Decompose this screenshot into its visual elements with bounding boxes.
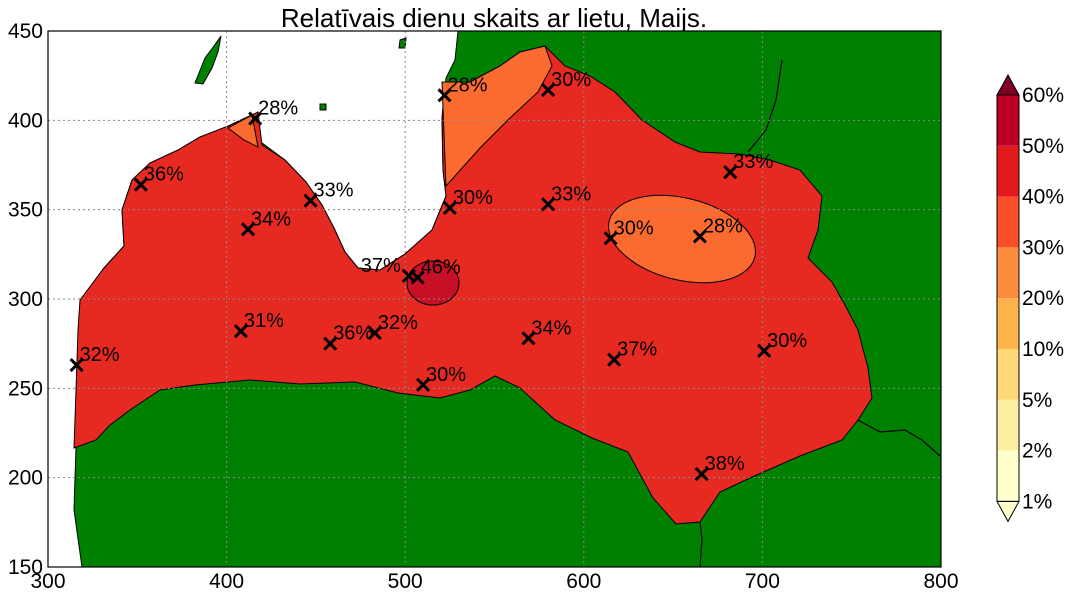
map-plot-area: 28% 28% 30% 36% 33% 34% 30% 33% 33% 30% 28% 37% 46% 3…	[48, 31, 941, 567]
x-tick-label: 700	[745, 570, 780, 593]
x-tick-label: 500	[388, 570, 423, 593]
colorbar-label: 40%	[1022, 186, 1064, 209]
map-title: Relatīvais dienu skaits ar lietu, Maijs.	[281, 3, 707, 33]
y-tick-label: 300	[8, 288, 43, 311]
station-label: 37%	[617, 339, 657, 361]
station-label: 28%	[447, 74, 487, 96]
zone-20-30-east	[608, 194, 756, 284]
border-belarus	[857, 419, 941, 457]
colorbar-label: 30%	[1022, 236, 1064, 259]
station-marker: 31%	[233, 310, 284, 339]
colorbar-band	[997, 247, 1019, 299]
station-markers: 28% 28% 30% 36% 33% 34% 30% 33% 33% 30% 28% 37% 46% 3…	[69, 69, 807, 482]
station-label: 33%	[733, 151, 773, 173]
station-label: 30%	[767, 330, 807, 352]
y-tick-label: 450	[8, 20, 43, 43]
x-axis-ticks: 300 400 500 600 700 800	[30, 570, 958, 593]
station-marker: 33%	[303, 180, 354, 208]
colorbar-label: 5%	[1022, 389, 1052, 412]
colorbar-frame	[996, 94, 1020, 502]
station-marker: 34%	[521, 317, 572, 346]
station-label: 34%	[251, 208, 291, 230]
station-label: 30%	[551, 69, 591, 91]
x-tick-label: 300	[30, 570, 65, 593]
station-marker: 36%	[133, 164, 184, 192]
station-marker: 37%	[361, 255, 416, 283]
colorbar-label: 1%	[1022, 490, 1052, 513]
y-tick-label: 400	[8, 109, 43, 132]
station-marker: 30%	[415, 364, 466, 392]
zone-20-30-north	[441, 45, 553, 188]
station-marker: 38%	[694, 453, 745, 482]
station-label: 28%	[703, 215, 743, 237]
station-label: 38%	[705, 453, 745, 475]
station-marker: 33%	[541, 183, 591, 212]
station-marker: 28%	[248, 98, 298, 126]
station-label: 28%	[258, 98, 298, 120]
station-marker: 30%	[442, 187, 493, 215]
plot-frame	[47, 30, 942, 568]
y-tick-label: 250	[8, 377, 43, 400]
station-marker: 36%	[323, 323, 373, 351]
colorbar-band	[997, 95, 1019, 146]
station-label: 30%	[426, 364, 466, 386]
x-tick-label: 400	[209, 570, 244, 593]
station-marker: 32%	[69, 344, 120, 373]
y-tick-label: 350	[8, 199, 43, 222]
colorbar-label: 60%	[1022, 84, 1064, 107]
colorbar-label: 50%	[1022, 135, 1064, 158]
station-label: 36%	[333, 323, 373, 345]
station-marker: 30%	[541, 69, 591, 98]
x-tick-label: 800	[923, 570, 958, 593]
island-saaremaa	[194, 35, 222, 85]
border-lithuania-belarus	[699, 521, 703, 567]
colorbar-band	[997, 145, 1019, 197]
station-label: 32%	[378, 312, 418, 334]
station-marker: 28%	[692, 215, 743, 244]
colorbar: 60% 50% 40% 30% 20% 10% 5% 2% 1%	[996, 73, 1064, 523]
island-ruhnu	[319, 103, 327, 111]
station-label: 37%	[361, 255, 401, 277]
station-marker: 28%	[437, 74, 488, 103]
x-tick-label: 600	[566, 570, 601, 593]
border-estonia	[747, 59, 783, 153]
colorbar-band	[997, 399, 1019, 451]
zone-40-50	[406, 260, 460, 306]
station-marker: 32%	[367, 312, 418, 341]
station-label: 46%	[421, 257, 461, 279]
colorbar-band	[997, 196, 1019, 248]
station-label: 30%	[614, 217, 654, 239]
station-label: 34%	[531, 317, 571, 339]
colorbar-band	[997, 298, 1019, 349]
colorbar-label: 10%	[1022, 338, 1064, 361]
y-axis-ticks: 150 200 250 300 350 400 450	[8, 20, 43, 579]
colorbar-band	[997, 450, 1019, 502]
colorbar-label: 2%	[1022, 440, 1052, 463]
station-marker: 33%	[723, 151, 773, 180]
station-marker: 46%	[410, 257, 461, 285]
station-label: 36%	[144, 164, 184, 186]
y-tick-label: 150	[8, 556, 43, 579]
colorbar-band	[997, 349, 1019, 400]
colorbar-max-arrow	[996, 73, 1020, 96]
station-label: 31%	[244, 310, 284, 332]
station-marker: 34%	[240, 208, 291, 237]
colorbar-label: 20%	[1022, 287, 1064, 310]
colorbar-min-arrow	[996, 500, 1020, 523]
station-label: 33%	[314, 180, 354, 202]
station-marker: 30%	[757, 330, 807, 358]
station-marker: 37%	[607, 339, 657, 367]
station-label: 32%	[80, 344, 120, 366]
latvia-territory	[73, 45, 873, 525]
station-label: 33%	[551, 183, 591, 205]
y-tick-label: 200	[8, 467, 43, 490]
grid-lines	[48, 31, 941, 567]
station-marker: 30%	[603, 217, 654, 246]
station-label: 30%	[453, 187, 493, 209]
